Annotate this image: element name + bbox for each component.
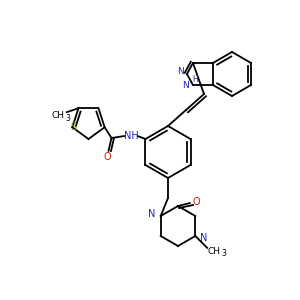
Text: NH: NH [124,131,139,141]
Text: N: N [148,209,156,219]
Text: N: N [178,68,184,76]
Text: 3: 3 [65,114,70,123]
Text: N: N [182,80,189,89]
Text: 3: 3 [221,250,226,259]
Text: O: O [192,197,200,207]
Text: N: N [200,233,208,243]
Text: H: H [192,76,198,85]
Text: CH: CH [208,247,221,256]
Text: S: S [70,122,76,132]
Text: CH: CH [52,111,65,120]
Text: O: O [104,152,111,162]
